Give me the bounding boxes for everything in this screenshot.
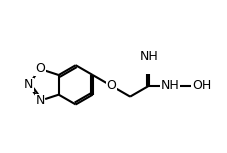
Text: N: N [24,78,33,91]
Text: NH: NH [160,79,179,92]
Text: O: O [35,62,45,75]
Text: NH: NH [139,50,158,63]
Text: O: O [106,79,116,92]
Text: OH: OH [191,79,210,92]
Text: N: N [35,94,44,107]
